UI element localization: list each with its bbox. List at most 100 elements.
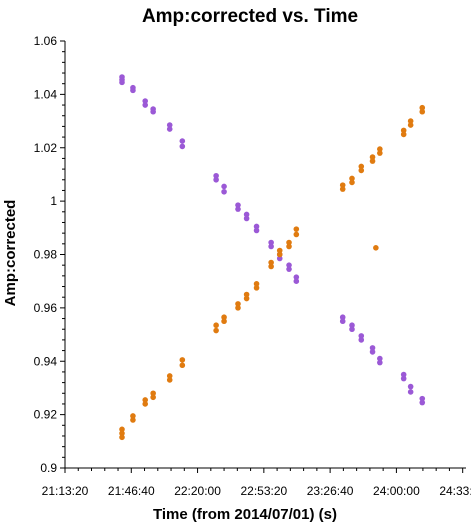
data-point — [419, 108, 426, 115]
data-point — [276, 251, 283, 258]
data-point — [286, 262, 292, 268]
y-tick-label: 1.06 — [34, 34, 58, 48]
data-point — [235, 206, 241, 212]
series-0 — [119, 74, 426, 406]
data-point — [235, 305, 241, 311]
y-axis: 0.9 0.92 0.94 0.96 0.98 1 1.02 1.04 1.06 — [34, 34, 66, 475]
y-tick-label: 0.98 — [34, 248, 58, 262]
data-point — [400, 127, 407, 134]
x-tick-label: 22:20:00 — [174, 484, 221, 498]
x-tick-label: 24:33:20 — [439, 484, 471, 498]
data-point — [179, 143, 186, 150]
data-point — [358, 333, 365, 339]
y-tick-label: 0.94 — [34, 354, 58, 368]
data-point — [349, 175, 355, 182]
data-point — [243, 291, 250, 298]
y-tick-label: 0.9 — [40, 461, 57, 475]
x-axis-label: Time (from 2014/07/01) (s) — [153, 506, 337, 523]
data-point — [286, 243, 292, 250]
data-point — [243, 215, 250, 222]
data-point — [369, 349, 376, 355]
data-point — [373, 245, 379, 251]
data-point — [419, 104, 426, 111]
data-point — [179, 362, 186, 369]
data-point — [377, 146, 383, 152]
data-point — [166, 126, 173, 132]
data-point — [142, 102, 148, 108]
data-point — [221, 183, 227, 190]
data-point — [150, 108, 156, 115]
y-tick-label: 1.02 — [34, 141, 58, 155]
data-point — [369, 158, 376, 164]
data-point — [268, 263, 274, 270]
data-point — [293, 226, 300, 232]
x-tick-label: 24:00:00 — [373, 484, 420, 498]
data-point — [349, 179, 355, 186]
data-point — [407, 122, 414, 128]
x-tick-label: 23:26:40 — [307, 484, 354, 498]
data-point — [253, 223, 260, 230]
x-tick-label: 22:53:20 — [240, 484, 287, 498]
data-point — [130, 413, 136, 419]
data-point — [268, 239, 274, 246]
data-point — [119, 426, 125, 433]
data-point — [213, 322, 219, 329]
x-tick-label: 21:13:20 — [42, 484, 89, 498]
data-point — [293, 278, 300, 284]
data-point — [243, 295, 250, 302]
data-point — [339, 186, 346, 192]
data-point — [179, 357, 186, 363]
data-point — [213, 172, 219, 179]
data-point — [276, 255, 283, 262]
data-point — [119, 430, 125, 437]
data-point — [213, 176, 219, 183]
data-point — [142, 98, 148, 104]
data-point — [293, 231, 300, 238]
data-point — [407, 118, 414, 124]
data-point — [268, 243, 274, 250]
data-point — [349, 322, 355, 329]
data-point — [400, 371, 407, 378]
data-point — [221, 318, 227, 325]
data-point — [130, 87, 136, 94]
data-point — [377, 359, 383, 366]
data-point — [268, 259, 274, 266]
data-point — [358, 167, 365, 174]
data-point — [400, 375, 407, 382]
x-tick-label: 21:46:40 — [108, 484, 155, 498]
y-tick-label: 1.04 — [34, 87, 58, 101]
data-point — [150, 394, 156, 401]
data-point — [166, 377, 173, 383]
data-point — [339, 314, 346, 321]
data-point — [419, 399, 426, 406]
y-tick-label: 1 — [50, 194, 57, 208]
data-point — [213, 327, 219, 334]
data-point — [369, 154, 376, 160]
data-point — [119, 434, 125, 441]
series-1 — [119, 104, 426, 441]
data-point — [358, 163, 365, 170]
data-point — [369, 345, 376, 351]
data-point — [235, 202, 241, 208]
data-point — [221, 188, 227, 195]
y-tick-label: 0.92 — [34, 408, 58, 422]
data-point — [286, 266, 292, 272]
chart-title: Amp:corrected vs. Time — [142, 6, 358, 27]
data-point — [407, 383, 414, 390]
data-point — [286, 239, 292, 246]
data-point — [276, 247, 283, 254]
data-point — [253, 227, 260, 234]
data-point — [400, 131, 407, 138]
y-axis-label: Amp:corrected — [2, 200, 19, 307]
plot-area — [119, 74, 426, 441]
data-point — [221, 314, 227, 321]
data-point — [243, 211, 250, 218]
data-point — [339, 318, 346, 325]
data-point — [119, 79, 125, 86]
data-point — [349, 326, 355, 333]
data-point — [166, 373, 173, 379]
data-point — [358, 337, 365, 343]
data-point — [377, 355, 383, 362]
data-point — [142, 401, 148, 407]
